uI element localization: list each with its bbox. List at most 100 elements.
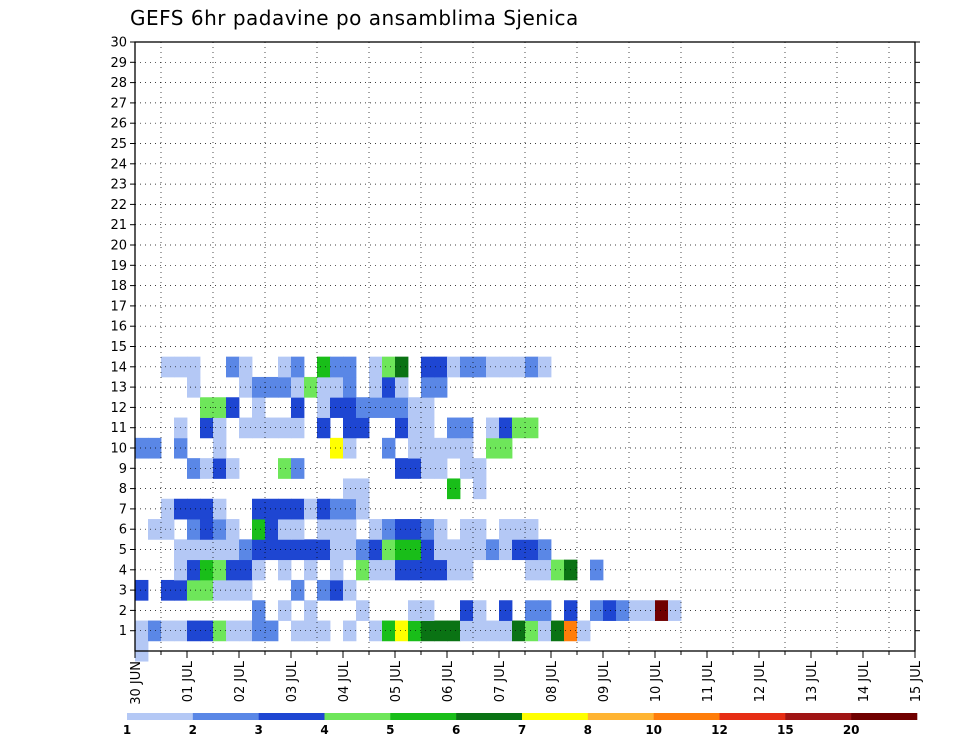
- heatmap-cell: [330, 397, 344, 418]
- heatmap-cell: [421, 397, 435, 418]
- y-tick-label: 27: [110, 96, 127, 111]
- heatmap-cell: [538, 539, 552, 561]
- heatmap-cell: [447, 620, 461, 642]
- heatmap-cell: [447, 478, 461, 500]
- heatmap-cell: [447, 417, 461, 439]
- x-tick-label: 02 JUL: [233, 660, 248, 702]
- heatmap-cell: [187, 579, 201, 601]
- heatmap-cell: [395, 376, 409, 398]
- heatmap-cell: [421, 356, 435, 378]
- heatmap-cell: [538, 600, 552, 621]
- colorbar-label: 12: [711, 723, 728, 737]
- heatmap-cell: [356, 478, 370, 500]
- heatmap-cell: [421, 376, 435, 398]
- heatmap-cell: [421, 539, 435, 561]
- colorbar-swatch: [456, 713, 523, 720]
- heatmap-cell: [317, 519, 331, 540]
- heatmap-cell: [408, 600, 422, 621]
- heatmap-cell: [460, 356, 474, 378]
- heatmap-cell: [486, 620, 500, 642]
- heatmap-cell: [330, 519, 344, 540]
- y-tick-label: 6: [119, 523, 127, 538]
- heatmap-cell: [213, 559, 227, 581]
- heatmap-cell: [148, 519, 162, 540]
- heatmap-cell: [395, 620, 409, 642]
- y-tick-label: 1: [119, 624, 127, 639]
- heatmap-cell: [655, 600, 669, 621]
- heatmap-cell: [291, 458, 305, 479]
- heatmap-cell: [317, 376, 331, 398]
- heatmap-cell: [278, 356, 292, 378]
- heatmap-cell: [395, 417, 409, 439]
- y-tick-label: 23: [110, 178, 127, 193]
- heatmap-cell: [447, 437, 461, 459]
- heatmap-cell: [291, 539, 305, 561]
- heatmap-cell: [538, 356, 552, 378]
- heatmap-cell: [161, 519, 175, 540]
- heatmap-cell: [473, 356, 487, 378]
- y-tick-label: 24: [110, 157, 127, 172]
- heatmap-cell: [200, 539, 214, 561]
- heatmap-cell: [408, 437, 422, 459]
- heatmap-cell: [642, 600, 656, 621]
- heatmap-cell: [343, 620, 357, 642]
- heatmap-cell: [200, 498, 214, 520]
- heatmap-cell: [213, 417, 227, 439]
- y-tick-label: 5: [119, 543, 127, 558]
- heatmap-cell: [382, 620, 396, 642]
- heatmap-cell: [135, 620, 149, 642]
- heatmap-cell: [395, 539, 409, 561]
- y-tick-label: 18: [110, 279, 127, 294]
- heatmap-cell: [226, 356, 240, 378]
- x-tick-label: 10 JUL: [649, 660, 664, 702]
- colorbar-swatch: [653, 713, 720, 720]
- heatmap-cell: [382, 437, 396, 459]
- x-tick-label: 13 JUL: [805, 660, 820, 702]
- heatmap-cell: [395, 356, 409, 378]
- colorbar-swatch: [522, 713, 589, 720]
- heatmap-cell: [486, 356, 500, 378]
- y-tick-label: 9: [119, 462, 127, 477]
- y-tick-label: 21: [110, 218, 127, 233]
- x-tick-label: 08 JUL: [545, 660, 560, 702]
- heatmap-cell: [252, 397, 266, 418]
- y-tick-label: 22: [110, 198, 127, 213]
- heatmap-cell: [330, 539, 344, 561]
- heatmap-cell: [356, 417, 370, 439]
- heatmap-cell: [187, 620, 201, 642]
- heatmap-cell: [265, 620, 279, 642]
- heatmap-cell: [330, 356, 344, 378]
- heatmap-cell: [603, 600, 617, 621]
- heatmap-cell: [213, 458, 227, 479]
- heatmap-cell: [226, 579, 240, 601]
- y-tick-label: 10: [110, 442, 127, 457]
- y-tick-label: 3: [119, 584, 127, 599]
- heatmap-cell: [226, 519, 240, 540]
- heatmap-cell: [447, 559, 461, 581]
- heatmap-cell: [252, 376, 266, 398]
- heatmap-cell: [343, 519, 357, 540]
- heatmap-cell: [200, 620, 214, 642]
- heatmap-cell: [187, 539, 201, 561]
- heatmap-cell: [590, 600, 604, 621]
- heatmap-cell: [330, 498, 344, 520]
- heatmap-cell: [200, 417, 214, 439]
- chart-title: GEFS 6hr padavine po ansamblima Sjenica: [130, 6, 579, 30]
- heatmap-cell: [330, 437, 344, 459]
- heatmap-cell: [382, 539, 396, 561]
- heatmap-cell: [265, 539, 279, 561]
- heatmap-cell: [473, 478, 487, 500]
- heatmap-cell: [421, 620, 435, 642]
- colorbar-swatch: [324, 713, 391, 720]
- heatmap-cells: [135, 356, 682, 662]
- heatmap-cell: [538, 620, 552, 642]
- heatmap-cell: [460, 519, 474, 540]
- colorbar-label: 4: [320, 723, 328, 737]
- y-tick-label: 8: [119, 482, 127, 497]
- heatmap-cell: [135, 437, 149, 459]
- heatmap-cell: [252, 539, 266, 561]
- x-tick-label: 07 JUL: [493, 660, 508, 702]
- heatmap-cell: [148, 620, 162, 642]
- heatmap-cell: [525, 559, 539, 581]
- heatmap-cell: [317, 539, 331, 561]
